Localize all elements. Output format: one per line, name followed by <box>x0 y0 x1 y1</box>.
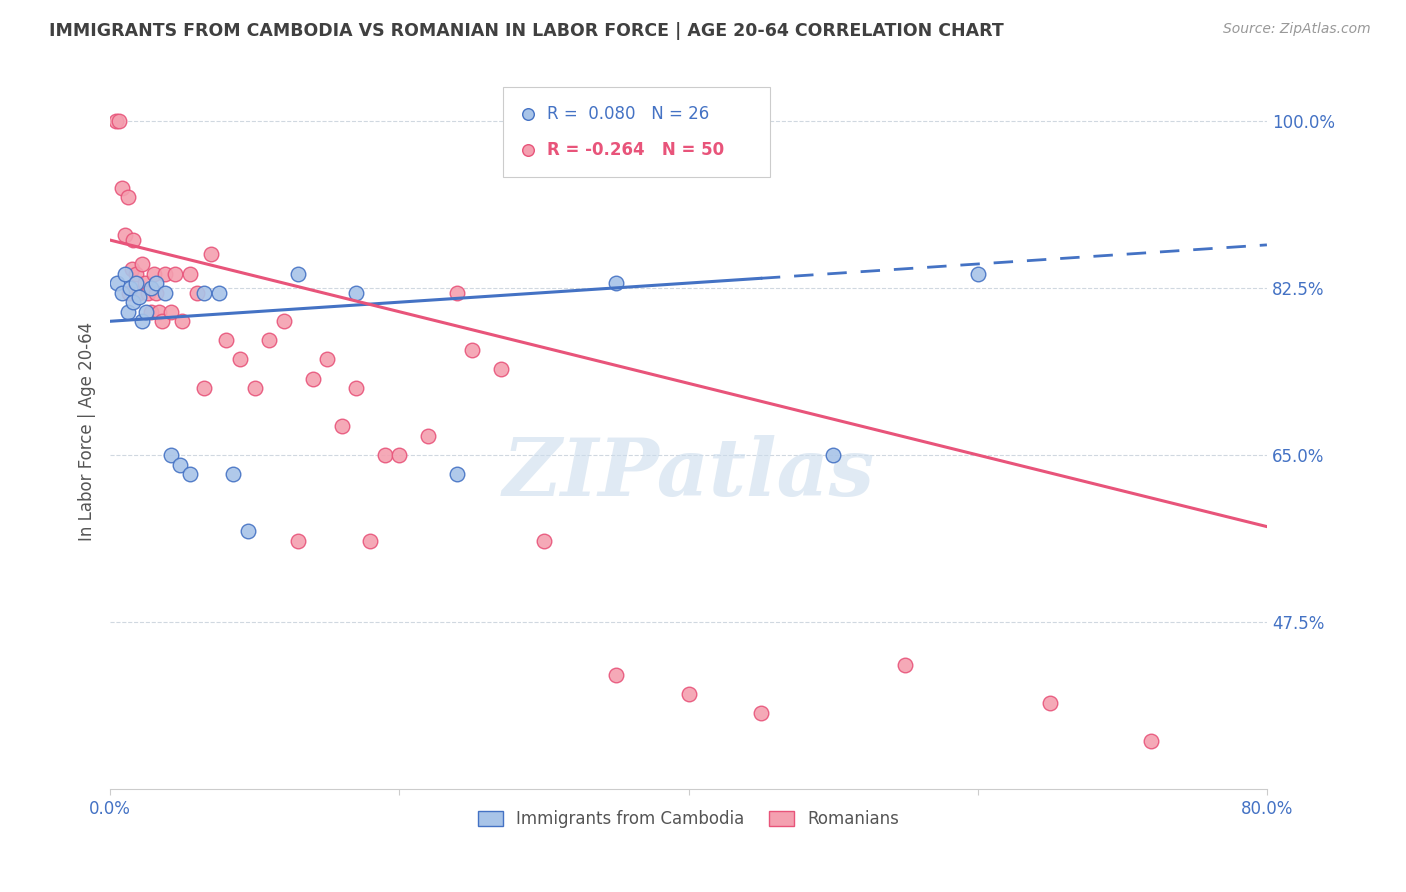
Point <box>287 267 309 281</box>
Point <box>139 281 162 295</box>
Point <box>150 314 173 328</box>
Point <box>222 467 245 481</box>
Text: IMMIGRANTS FROM CAMBODIA VS ROMANIAN IN LABOR FORCE | AGE 20-64 CORRELATION CHAR: IMMIGRANTS FROM CAMBODIA VS ROMANIAN IN … <box>49 22 1004 40</box>
Point <box>118 285 141 300</box>
Point <box>966 267 988 281</box>
Point <box>605 276 627 290</box>
Point <box>215 334 238 348</box>
Legend: Immigrants from Cambodia, Romanians: Immigrants from Cambodia, Romanians <box>471 804 905 835</box>
Point <box>111 285 134 300</box>
Point <box>193 285 215 300</box>
Point <box>114 267 136 281</box>
Point <box>257 334 280 348</box>
Point <box>533 533 555 548</box>
Point <box>193 381 215 395</box>
Point <box>145 285 167 300</box>
Y-axis label: In Labor Force | Age 20-64: In Labor Force | Age 20-64 <box>79 321 96 541</box>
Point <box>104 113 127 128</box>
FancyBboxPatch shape <box>503 87 769 177</box>
Point <box>388 448 411 462</box>
Point <box>131 257 153 271</box>
Point <box>200 247 222 261</box>
Point <box>114 228 136 243</box>
Point <box>125 276 148 290</box>
Point <box>359 533 381 548</box>
Point <box>117 304 139 318</box>
Point <box>489 362 512 376</box>
Point <box>894 658 917 673</box>
Point <box>179 467 201 481</box>
Point <box>169 458 191 472</box>
Point <box>207 285 229 300</box>
Point <box>131 314 153 328</box>
Point <box>153 285 176 300</box>
Point <box>160 304 183 318</box>
Point <box>128 285 150 300</box>
Point <box>1140 734 1163 748</box>
Point <box>186 285 208 300</box>
Point <box>374 448 396 462</box>
Point <box>125 267 148 281</box>
Point <box>108 113 131 128</box>
Point <box>344 381 367 395</box>
Text: Source: ZipAtlas.com: Source: ZipAtlas.com <box>1223 22 1371 37</box>
Point <box>236 524 259 539</box>
Point <box>330 419 353 434</box>
Point <box>446 285 468 300</box>
Point <box>287 533 309 548</box>
Point <box>120 281 142 295</box>
Point <box>136 285 159 300</box>
Point <box>605 667 627 681</box>
Point <box>621 216 644 230</box>
Point <box>145 276 167 290</box>
Point <box>678 687 700 701</box>
Text: ZIPatlas: ZIPatlas <box>502 435 875 513</box>
Point <box>139 304 162 318</box>
Point <box>344 285 367 300</box>
Point <box>243 381 266 395</box>
Point <box>823 448 845 462</box>
Point <box>122 295 145 310</box>
Point <box>446 467 468 481</box>
Point <box>1039 696 1062 710</box>
Point <box>153 267 176 281</box>
Point <box>273 314 295 328</box>
Point <box>134 276 156 290</box>
Point <box>117 190 139 204</box>
Point <box>172 314 194 328</box>
Point <box>179 267 201 281</box>
Point <box>142 267 165 281</box>
Point <box>148 304 170 318</box>
Point <box>301 371 323 385</box>
Point <box>316 352 339 367</box>
Point <box>229 352 252 367</box>
Point <box>135 304 157 318</box>
Point <box>128 290 150 304</box>
Point <box>111 180 134 194</box>
Point <box>105 276 128 290</box>
Point <box>749 706 772 720</box>
Point <box>418 429 440 443</box>
Text: R = -0.264   N = 50: R = -0.264 N = 50 <box>547 141 724 159</box>
Point <box>121 261 143 276</box>
Point <box>122 233 145 247</box>
Point <box>621 168 644 182</box>
Point <box>160 448 183 462</box>
Point <box>460 343 482 357</box>
Text: R =  0.080   N = 26: R = 0.080 N = 26 <box>547 104 710 123</box>
Point <box>165 267 187 281</box>
